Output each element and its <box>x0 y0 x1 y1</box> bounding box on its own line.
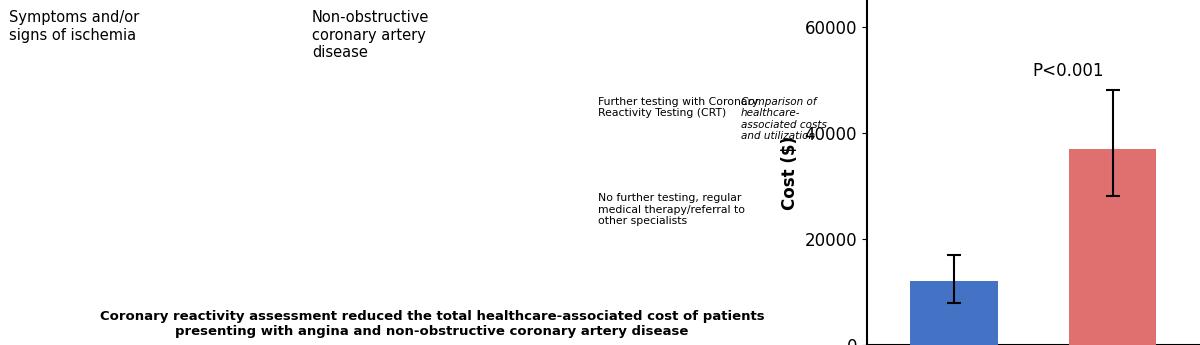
Text: P<0.001: P<0.001 <box>1032 62 1104 80</box>
Text: Further testing with Coronary
Reactivity Testing (CRT): Further testing with Coronary Reactivity… <box>598 97 758 118</box>
Text: Non-obstructive
coronary artery
disease: Non-obstructive coronary artery disease <box>312 10 430 60</box>
Text: Coronary reactivity assessment reduced the total healthcare-associated cost of p: Coronary reactivity assessment reduced t… <box>100 310 764 338</box>
Y-axis label: Cost ($): Cost ($) <box>781 136 799 209</box>
Text: Symptoms and/or
signs of ischemia: Symptoms and/or signs of ischemia <box>8 10 139 43</box>
Text: No further testing, regular
medical therapy/referral to
other specialists: No further testing, regular medical ther… <box>598 193 745 226</box>
Text: Comparison of
healthcare-
associated costs
and utilization: Comparison of healthcare- associated cos… <box>742 97 827 141</box>
Bar <box>1069 149 1157 345</box>
Bar <box>911 281 997 345</box>
